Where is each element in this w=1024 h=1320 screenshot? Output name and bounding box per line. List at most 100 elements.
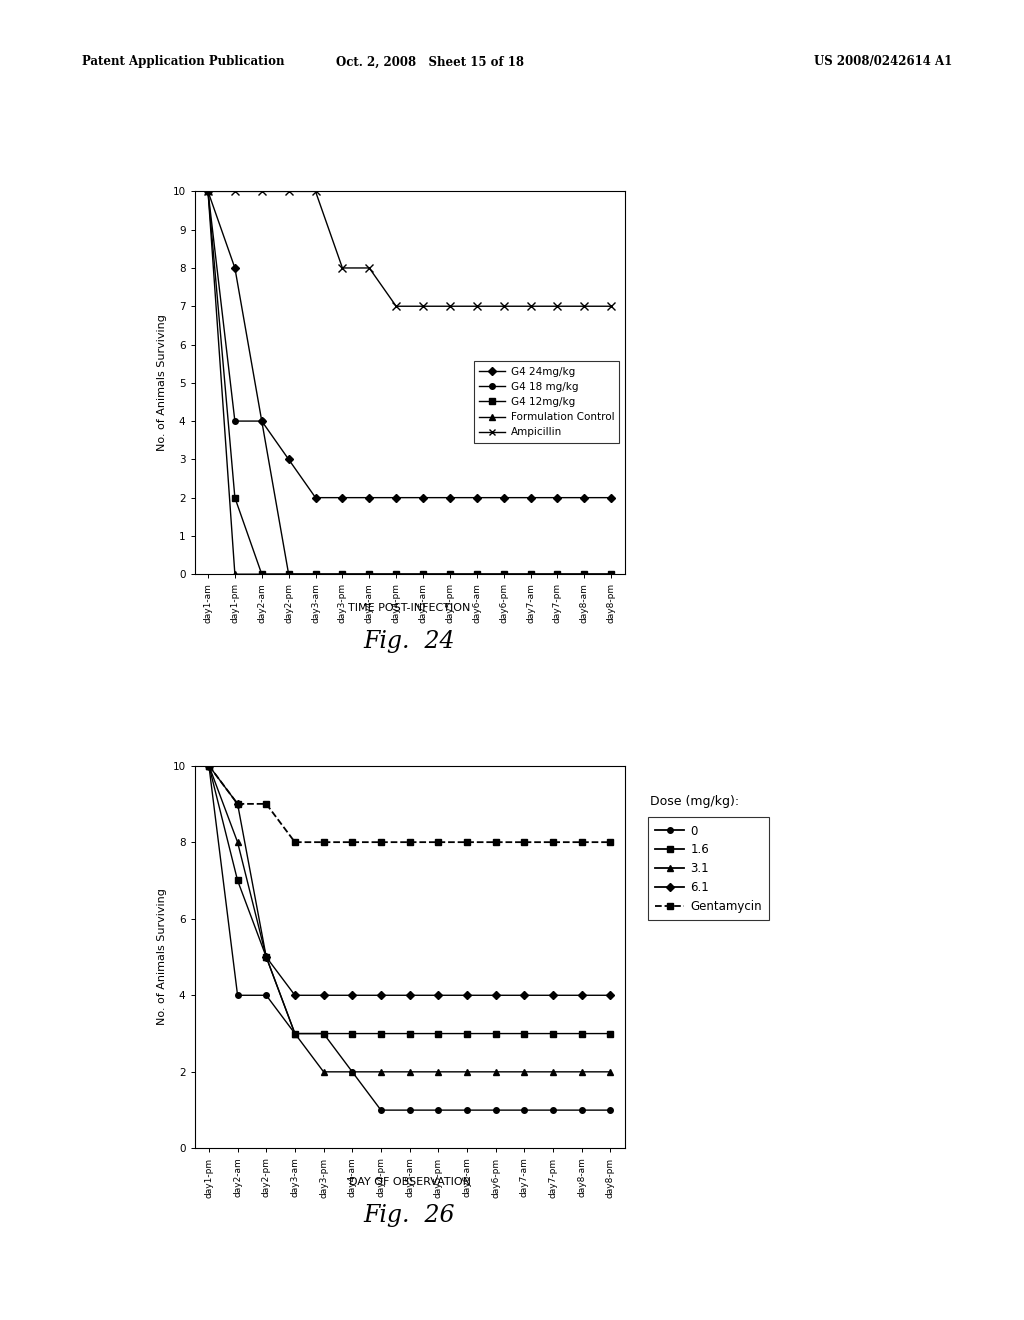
6.1 [260,949,272,965]
Formulation Control [551,566,563,582]
6.1 [403,987,416,1003]
G4 24mg/kg [579,490,591,506]
Ampicillin [579,298,591,314]
0 [489,1102,502,1118]
G4 18 mg/kg [524,566,537,582]
G4 12mg/kg [283,566,295,582]
1.6 [547,1026,559,1041]
Line: Formulation Control: Formulation Control [205,189,614,577]
3.1 [346,1064,358,1080]
6.1 [604,987,616,1003]
Ampicillin [283,183,295,199]
G4 18 mg/kg [336,566,348,582]
G4 12mg/kg [256,566,268,582]
G4 12mg/kg [364,566,376,582]
Formulation Control [364,566,376,582]
G4 12mg/kg [202,183,214,199]
1.6 [432,1026,444,1041]
6.1 [489,987,502,1003]
Y-axis label: No. of Animals Surviving: No. of Animals Surviving [157,888,167,1026]
3.1 [203,758,215,774]
3.1 [231,834,244,850]
Gentamycin [317,834,330,850]
Formulation Control [256,566,268,582]
Ampicillin [524,298,537,314]
0 [375,1102,387,1118]
Gentamycin [604,834,616,850]
G4 18 mg/kg [228,413,241,429]
G4 12mg/kg [390,566,402,582]
Text: Fig.  26: Fig. 26 [364,1204,456,1226]
G4 12mg/kg [336,566,348,582]
G4 18 mg/kg [390,566,402,582]
Formulation Control [498,566,510,582]
G4 18 mg/kg [202,183,214,199]
Text: Dose (mg/kg):: Dose (mg/kg): [650,795,739,808]
3.1 [604,1064,616,1080]
Line: 3.1: 3.1 [206,763,613,1074]
G4 24mg/kg [336,490,348,506]
3.1 [461,1064,473,1080]
Gentamycin [375,834,387,850]
1.6 [317,1026,330,1041]
G4 18 mg/kg [605,566,617,582]
Ampicillin [336,260,348,276]
G4 12mg/kg [417,566,429,582]
Formulation Control [417,566,429,582]
G4 24mg/kg [605,490,617,506]
1.6 [289,1026,301,1041]
G4 24mg/kg [364,490,376,506]
G4 24mg/kg [551,490,563,506]
Ampicillin [228,183,241,199]
0 [203,758,215,774]
Y-axis label: No. of Animals Surviving: No. of Animals Surviving [157,314,167,451]
1.6 [575,1026,588,1041]
3.1 [260,949,272,965]
Gentamycin [547,834,559,850]
Ampicillin [202,183,214,199]
Line: 1.6: 1.6 [206,763,613,1036]
Gentamycin [575,834,588,850]
G4 24mg/kg [228,260,241,276]
Gentamycin [346,834,358,850]
0 [604,1102,616,1118]
Gentamycin [203,758,215,774]
G4 18 mg/kg [498,566,510,582]
1.6 [375,1026,387,1041]
G4 18 mg/kg [364,566,376,582]
3.1 [575,1064,588,1080]
1.6 [489,1026,502,1041]
Line: 0: 0 [206,763,613,1113]
G4 12mg/kg [471,566,483,582]
Formulation Control [336,566,348,582]
Formulation Control [471,566,483,582]
1.6 [203,758,215,774]
Formulation Control [443,566,456,582]
Text: DAY OF OBSERVATION: DAY OF OBSERVATION [348,1177,471,1188]
6.1 [231,796,244,812]
1.6 [260,949,272,965]
G4 12mg/kg [605,566,617,582]
G4 18 mg/kg [551,566,563,582]
G4 12mg/kg [579,566,591,582]
Formulation Control [390,566,402,582]
Line: G4 18 mg/kg: G4 18 mg/kg [205,189,614,577]
G4 24mg/kg [202,183,214,199]
G4 12mg/kg [309,566,322,582]
3.1 [547,1064,559,1080]
1.6 [461,1026,473,1041]
0 [547,1102,559,1118]
6.1 [375,987,387,1003]
G4 24mg/kg [471,490,483,506]
Gentamycin [489,834,502,850]
G4 24mg/kg [390,490,402,506]
3.1 [403,1064,416,1080]
Ampicillin [364,260,376,276]
1.6 [518,1026,530,1041]
3.1 [317,1064,330,1080]
Ampicillin [390,298,402,314]
G4 18 mg/kg [417,566,429,582]
Ampicillin [498,298,510,314]
Ampicillin [443,298,456,314]
Formulation Control [283,566,295,582]
